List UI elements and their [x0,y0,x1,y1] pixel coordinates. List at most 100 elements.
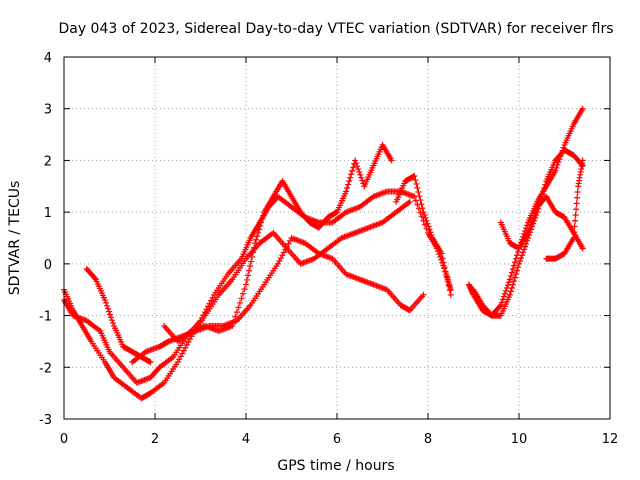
data-point [579,157,586,164]
data-point [388,157,395,164]
data-point [260,212,267,219]
data-point [446,287,453,294]
data-point [343,188,350,195]
data-point [444,278,451,285]
marks-layer [61,105,586,402]
data-point [107,311,114,318]
data-point [421,212,428,219]
data-point [506,276,513,283]
data-point [517,257,524,264]
x-tick-label: 8 [424,432,432,447]
data-point [502,287,509,294]
data-point [255,229,262,236]
y-tick-label: 0 [44,258,52,273]
series-track6 [393,172,454,298]
data-point [438,250,445,257]
data-point [249,253,256,260]
data-point [356,168,363,175]
data-point [514,264,521,271]
data-point [532,209,539,216]
data-point [423,217,430,224]
data-point [559,147,566,154]
data-point [102,299,109,306]
data-point [553,164,560,171]
x-tick-label: 10 [511,432,528,447]
data-point [498,299,505,306]
data-point [101,297,108,304]
data-point [420,291,427,298]
data-point [252,240,259,247]
data-point [416,193,423,200]
data-point [579,245,586,252]
data-point [358,174,365,181]
data-point [424,220,431,227]
data-point [529,218,536,225]
series-track8 [470,105,586,319]
data-point [533,206,540,213]
data-point [110,320,117,327]
y-tick-label: 4 [44,51,52,66]
y-tick-label: 3 [44,103,52,118]
data-point [239,290,246,297]
data-point [505,279,512,286]
data-point [258,219,265,226]
data-point [441,264,448,271]
data-point [412,176,419,183]
x-tick-label: 0 [60,432,68,447]
data-point [259,216,266,223]
data-point [510,278,517,285]
data-point [525,229,532,236]
data-point [512,271,519,278]
data-point [520,249,527,256]
data-point [447,291,454,298]
data-point [246,267,253,274]
data-point [147,359,154,366]
data-point [558,150,565,157]
data-point [513,267,520,274]
data-point [426,226,433,233]
data-point [104,305,111,312]
data-point [552,167,559,174]
data-point [528,221,535,228]
data-point [247,263,254,270]
series-track9 [497,193,586,252]
data-point [511,274,518,281]
data-point [105,308,112,315]
data-point [251,244,258,251]
data-point [235,304,242,311]
data-point [418,201,425,208]
data-point [352,157,359,164]
data-point [250,249,257,256]
data-point [357,171,364,178]
data-point [243,281,249,288]
data-point [236,299,243,306]
series-track5 [83,266,154,366]
y-axis-label: SDTVAR / TECUs [7,181,23,296]
data-point [501,290,508,297]
data-point [256,226,263,233]
data-point [419,205,426,212]
data-point [507,288,514,295]
data-point [411,172,418,179]
series-track3 [129,235,427,366]
data-point [512,255,519,262]
data-point [560,144,567,151]
data-point [522,243,529,250]
data-point [500,293,507,300]
data-point [415,189,422,196]
data-point [349,167,356,174]
data-point [406,198,413,205]
data-point [507,272,514,279]
data-point [238,295,245,302]
data-point [573,206,580,213]
data-point [103,302,110,309]
data-point [571,229,578,236]
data-point [496,303,503,310]
data-point [510,262,517,269]
data-point [571,223,578,230]
data-point [508,269,515,276]
data-point [254,233,261,240]
data-point [524,222,531,229]
data-point [516,260,522,267]
